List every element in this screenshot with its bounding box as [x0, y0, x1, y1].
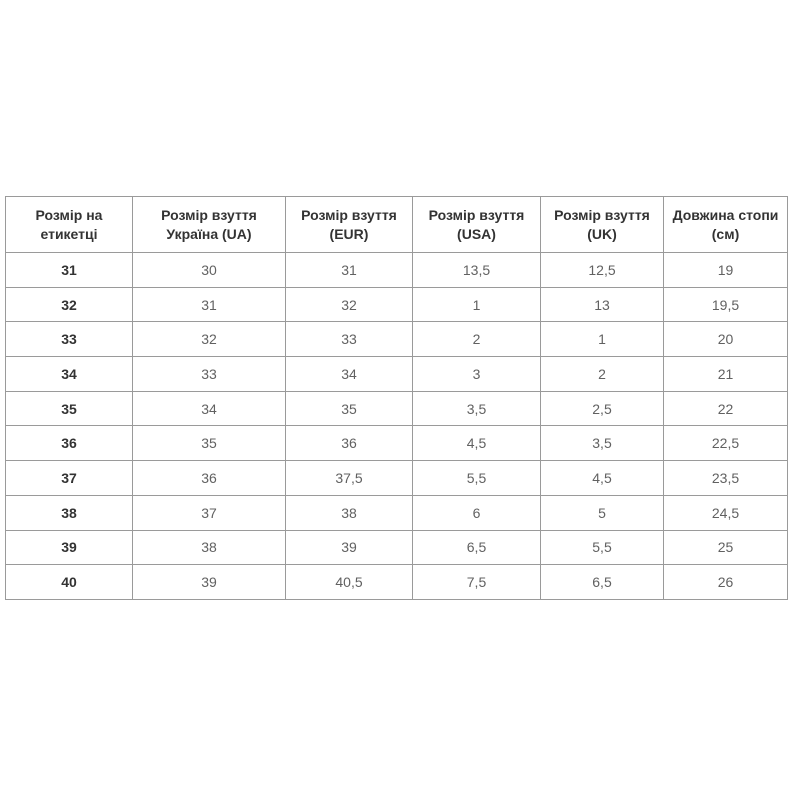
table-cell: 38 [285, 494, 413, 531]
table-cell: 20 [663, 321, 788, 358]
column-header-ua-size: Розмір взуття Україна (UA) [132, 196, 286, 253]
table-row: 36 35 36 4,5 3,5 22,5 [5, 425, 788, 462]
table-body: 31 30 31 13,5 12,5 19 32 31 32 1 13 19,5 33 32 33 2 1 20 3… [5, 252, 788, 600]
table-cell: 26 [663, 564, 788, 600]
header-row: Розмір на етикетці Розмір взуття Україна… [5, 196, 788, 253]
table-cell: 1 [540, 321, 664, 358]
column-header-uk-size: Розмір взуття (UK) [540, 196, 664, 253]
table-cell: 33 [285, 321, 413, 358]
table-cell: 3 [412, 356, 541, 392]
table-row: 32 31 32 1 13 19,5 [5, 286, 788, 323]
table-row: 31 30 31 13,5 12,5 19 [5, 252, 788, 288]
table-cell: 40,5 [285, 564, 413, 600]
table-cell: 32 [285, 286, 413, 323]
row-label-cell: 32 [5, 286, 133, 323]
table-row: 39 38 39 6,5 5,5 25 [5, 529, 788, 566]
row-label-cell: 36 [5, 425, 133, 462]
table-cell: 25 [663, 529, 788, 566]
row-label-cell: 34 [5, 356, 133, 392]
column-header-eur-size: Розмір взуття (EUR) [285, 196, 413, 253]
row-label-cell: 40 [5, 564, 133, 600]
shoe-size-conversion-table: Розмір на етикетці Розмір взуття Україна… [5, 196, 788, 600]
table-cell: 23,5 [663, 460, 788, 496]
table-cell: 6 [412, 494, 541, 531]
table-row: 34 33 34 3 2 21 [5, 356, 788, 392]
table-cell: 39 [285, 529, 413, 566]
row-label-cell: 33 [5, 321, 133, 358]
table-cell: 32 [132, 321, 286, 358]
table-cell: 19,5 [663, 286, 788, 323]
table-cell: 24,5 [663, 494, 788, 531]
table-cell: 39 [132, 564, 286, 600]
table-cell: 36 [132, 460, 286, 496]
table-cell: 31 [132, 286, 286, 323]
table-cell: 19 [663, 252, 788, 288]
table-cell: 2 [412, 321, 541, 358]
table-cell: 4,5 [540, 460, 664, 496]
table-cell: 22,5 [663, 425, 788, 462]
table-cell: 7,5 [412, 564, 541, 600]
table-header: Розмір на етикетці Розмір взуття Україна… [5, 196, 788, 253]
table-cell: 22 [663, 390, 788, 427]
row-label-cell: 31 [5, 252, 133, 288]
table-row: 38 37 38 6 5 24,5 [5, 494, 788, 531]
table-cell: 13 [540, 286, 664, 323]
table-cell: 34 [132, 390, 286, 427]
table-cell: 6,5 [540, 564, 664, 600]
table-row: 33 32 33 2 1 20 [5, 321, 788, 358]
table-cell: 5 [540, 494, 664, 531]
table-cell: 2,5 [540, 390, 664, 427]
table-cell: 35 [132, 425, 286, 462]
row-label-cell: 37 [5, 460, 133, 496]
table-cell: 4,5 [412, 425, 541, 462]
row-label-cell: 35 [5, 390, 133, 427]
table-row: 37 36 37,5 5,5 4,5 23,5 [5, 460, 788, 496]
column-header-foot-length: Довжина стопи (см) [663, 196, 788, 253]
table-cell: 5,5 [412, 460, 541, 496]
table-cell: 5,5 [540, 529, 664, 566]
column-header-usa-size: Розмір взуття (USA) [412, 196, 541, 253]
table-cell: 30 [132, 252, 286, 288]
table-cell: 21 [663, 356, 788, 392]
table-row: 35 34 35 3,5 2,5 22 [5, 390, 788, 427]
table-cell: 36 [285, 425, 413, 462]
table-cell: 2 [540, 356, 664, 392]
table-cell: 34 [285, 356, 413, 392]
table-cell: 33 [132, 356, 286, 392]
table-cell: 3,5 [540, 425, 664, 462]
table-cell: 31 [285, 252, 413, 288]
table-cell: 3,5 [412, 390, 541, 427]
table-cell: 6,5 [412, 529, 541, 566]
table-cell: 38 [132, 529, 286, 566]
table-cell: 37 [132, 494, 286, 531]
table-cell: 1 [412, 286, 541, 323]
table-cell: 13,5 [412, 252, 541, 288]
table-cell: 37,5 [285, 460, 413, 496]
column-header-label-size: Розмір на етикетці [5, 196, 133, 253]
table-row: 40 39 40,5 7,5 6,5 26 [5, 564, 788, 600]
row-label-cell: 38 [5, 494, 133, 531]
row-label-cell: 39 [5, 529, 133, 566]
table-cell: 12,5 [540, 252, 664, 288]
table-cell: 35 [285, 390, 413, 427]
